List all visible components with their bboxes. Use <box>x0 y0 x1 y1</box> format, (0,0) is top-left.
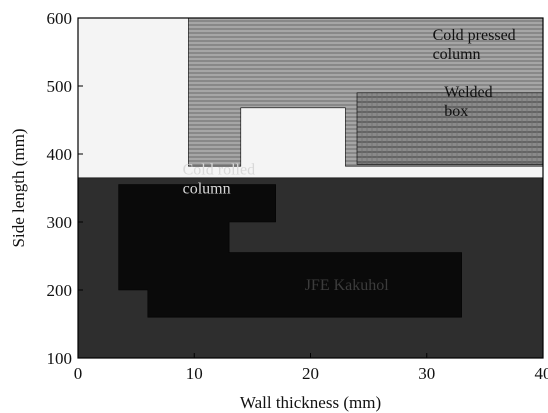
x-tick-label-4: 40 <box>535 364 548 383</box>
x-tick-label-0: 0 <box>74 364 83 383</box>
y-tick-label-5: 600 <box>47 9 73 28</box>
region-label-1-line-2: column <box>433 46 481 63</box>
region-4 <box>118 184 462 318</box>
y-tick-label-2: 300 <box>47 213 73 232</box>
y-tick-label-4: 500 <box>47 77 73 96</box>
y-tick-label-1: 200 <box>47 281 73 300</box>
y-tick-label-0: 100 <box>47 349 73 368</box>
region-label-4-line-1: JFE Kakuhol <box>305 277 390 294</box>
x-tick-label-3: 30 <box>418 364 435 383</box>
region-label-3-line-1: Cold rolled <box>183 161 255 178</box>
region-label-3-line-2: column <box>183 180 231 197</box>
regions-layer <box>77 17 544 359</box>
axes-layer: 0 10 20 30 40 100 200 300 400 500 600 Wall thicknes… <box>9 9 548 412</box>
region-label-2-line-2: box <box>444 103 468 120</box>
region-labels-layer: Cold pressed column Welded box Cold rolled co… <box>183 27 516 294</box>
x-axis-label: Wall thickness (mm) <box>240 393 381 412</box>
y-tick-label-3: 400 <box>47 145 73 164</box>
x-tick-label-1: 10 <box>186 364 203 383</box>
x-tick-label-2: 20 <box>302 364 319 383</box>
y-axis-label: Side length (mm) <box>9 129 28 248</box>
region-label-2-line-1: Welded <box>444 84 492 101</box>
region-label-1-line-1: Cold pressed <box>433 27 516 44</box>
